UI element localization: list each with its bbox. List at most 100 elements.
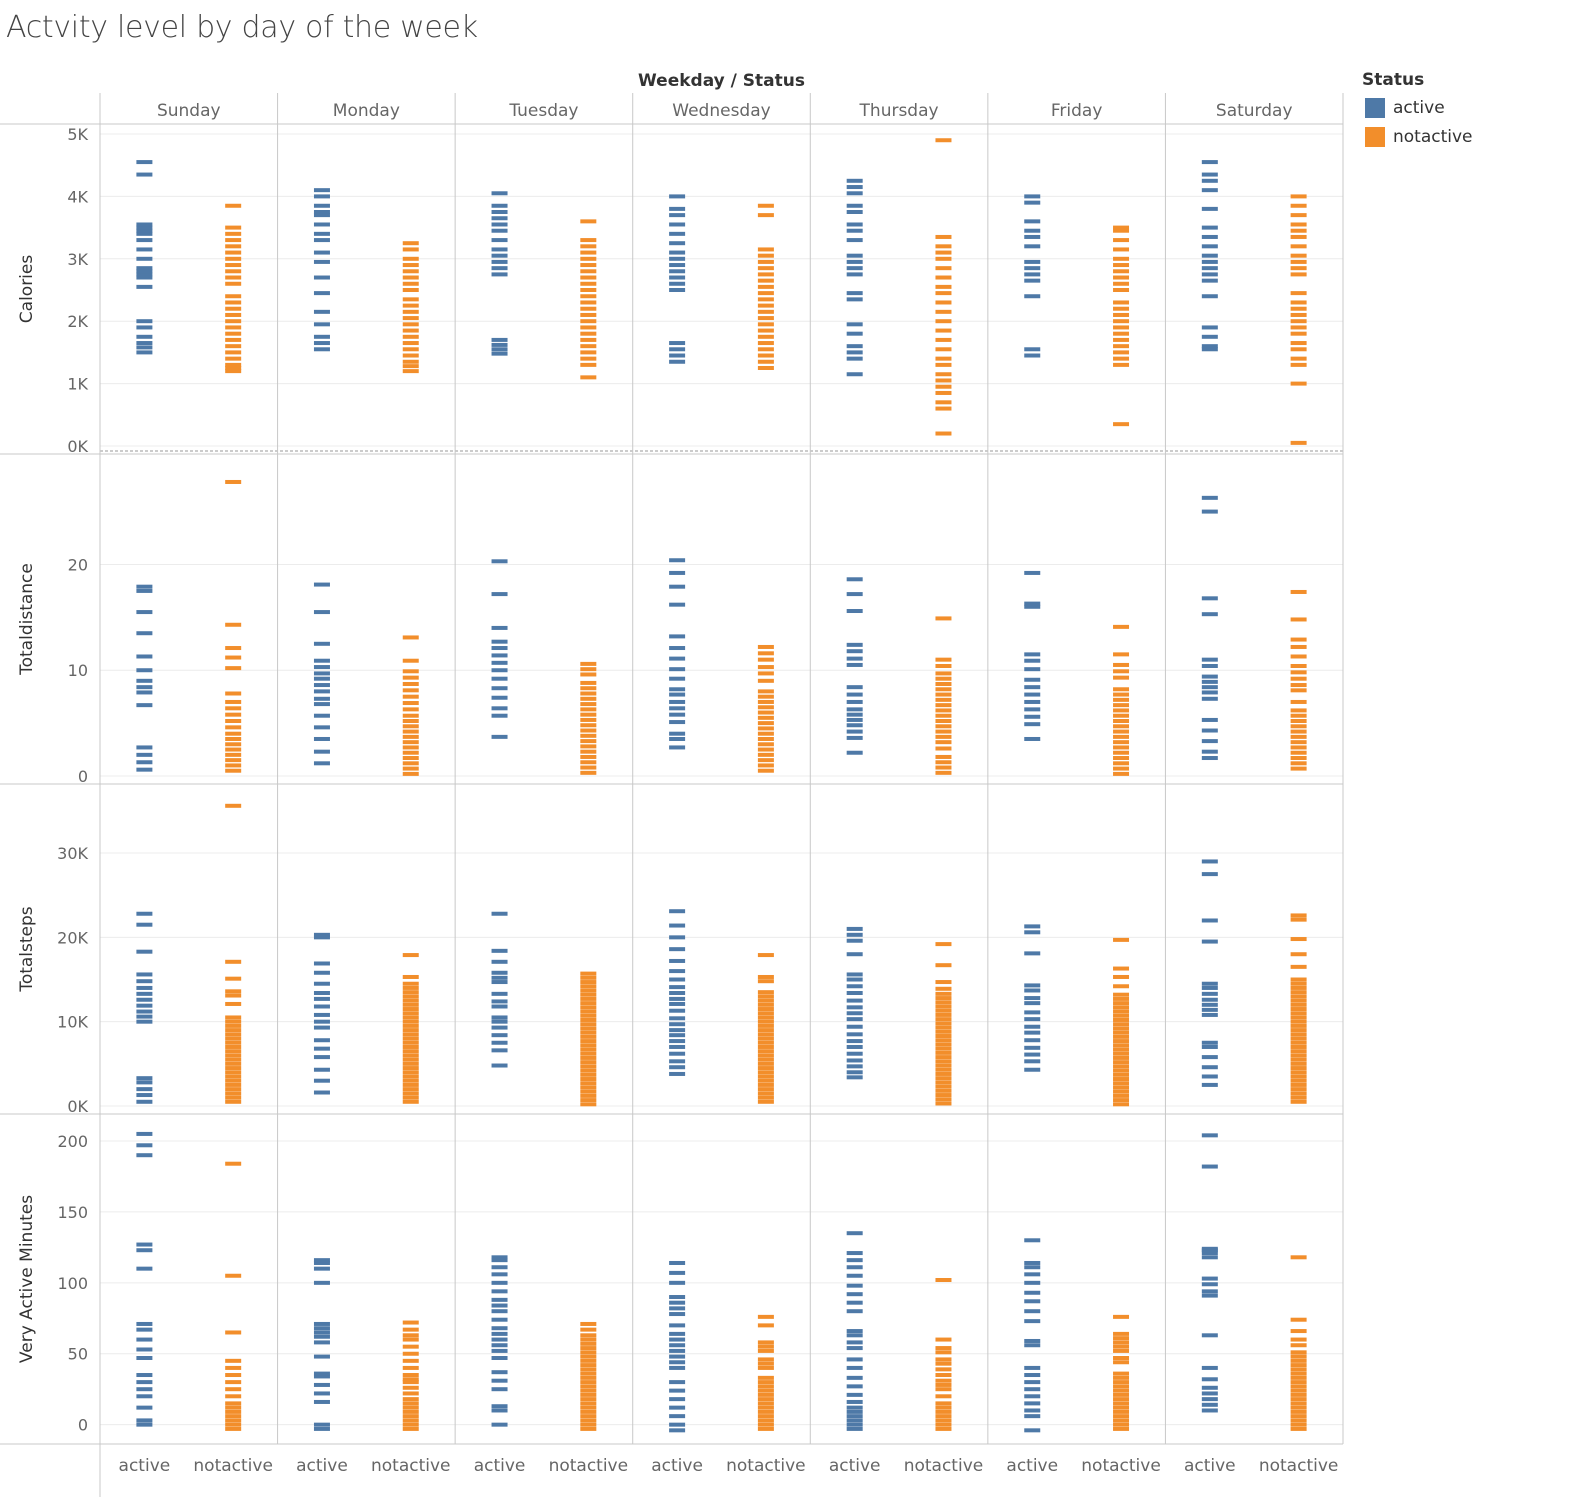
strip-mark (757, 347, 774, 352)
x-tick-label-active: active (1006, 1456, 1058, 1476)
strip-mark (580, 281, 597, 286)
strip-mark (757, 266, 774, 271)
strip-mark (669, 1348, 686, 1353)
strip-mark (1024, 1238, 1041, 1243)
strip-mark (846, 998, 863, 1003)
strip-mark (669, 706, 686, 711)
strip-mark (1290, 913, 1307, 918)
strip-mark (935, 362, 952, 367)
strip-mark (402, 1095, 419, 1100)
strip-mark (757, 291, 774, 296)
strip-mark (669, 1337, 686, 1342)
strip-mark (846, 926, 863, 931)
strip-mark (580, 691, 597, 696)
strip-mark (491, 1309, 508, 1314)
strip-mark (136, 1380, 153, 1385)
strip-mark (136, 1014, 153, 1019)
strip-mark (225, 1394, 242, 1399)
strip-mark (225, 1091, 242, 1096)
strip-mark (491, 646, 508, 651)
strip-mark (935, 765, 952, 770)
strip-mark (225, 1040, 242, 1045)
strip-mark (580, 1321, 597, 1326)
strip-mark (136, 325, 153, 330)
strip-mark (757, 715, 774, 720)
strip-mark (1113, 1077, 1130, 1082)
strip-mark (935, 754, 952, 759)
strip-mark (669, 1360, 686, 1365)
strip-mark (136, 979, 153, 984)
strip-mark (580, 1022, 597, 1027)
strip-mark (757, 1036, 774, 1041)
strip-mark (225, 1095, 242, 1100)
legend-item-active[interactable]: active (1365, 96, 1445, 120)
strip-mark (1290, 1049, 1307, 1054)
strip-mark (757, 278, 774, 283)
strip-mark (1201, 1282, 1218, 1287)
y-tick-label: 1K (67, 375, 88, 394)
strip-mark (757, 742, 774, 747)
strip-mark (1113, 692, 1130, 697)
strip-mark (1290, 740, 1307, 745)
strip-mark (580, 1077, 597, 1082)
strip-mark (402, 719, 419, 724)
strip-mark (935, 1067, 952, 1072)
strip-mark (491, 1019, 508, 1024)
strip-mark (935, 384, 952, 389)
strip-mark (1201, 749, 1218, 754)
strip-mark (580, 712, 597, 717)
strip-mark (1113, 319, 1130, 324)
strip-mark (225, 1036, 242, 1041)
strip-mark (1290, 1015, 1307, 1020)
strip-mark (669, 1300, 686, 1305)
strip-mark (402, 1337, 419, 1342)
strip-mark (669, 1033, 686, 1038)
strip-mark (1201, 1040, 1218, 1045)
strip-mark (669, 584, 686, 589)
strip-mark (491, 1063, 508, 1068)
strip-mark (580, 1060, 597, 1065)
strip-mark (491, 253, 508, 258)
strip-mark (669, 1380, 686, 1385)
strip-mark (136, 1143, 153, 1148)
strip-mark (935, 1080, 952, 1085)
strip-mark (402, 1351, 419, 1356)
strip-mark (402, 1049, 419, 1054)
strip-mark (136, 760, 153, 765)
strip-mark (1201, 172, 1218, 177)
strip-mark (669, 996, 686, 1001)
strip-mark (136, 584, 153, 589)
strip-mark (402, 1409, 419, 1414)
strip-mark (225, 231, 242, 236)
strip-mark (580, 770, 597, 775)
strip-mark (402, 1401, 419, 1406)
strip-mark (491, 1343, 508, 1348)
strip-mark (1290, 1350, 1307, 1355)
strip-mark (136, 588, 153, 593)
strip-mark (1113, 1047, 1130, 1052)
legend-item-notactive[interactable]: notactive (1365, 125, 1473, 149)
strip-mark (313, 1258, 330, 1263)
strip-mark (580, 362, 597, 367)
strip-mark (402, 675, 419, 680)
strip-mark (935, 1008, 952, 1013)
strip-mark (1290, 1329, 1307, 1334)
strip-mark (935, 244, 952, 249)
strip-mark (580, 256, 597, 261)
strip-mark (1290, 1422, 1307, 1427)
strip-mark (580, 344, 597, 349)
strip-mark (580, 1026, 597, 1031)
strip-mark (1113, 288, 1130, 292)
strip-mark (580, 1081, 597, 1086)
strip-mark (757, 1365, 774, 1370)
strip-mark (757, 1409, 774, 1414)
strip-mark (580, 219, 597, 224)
strip-mark (846, 185, 863, 190)
strip-mark (1201, 690, 1218, 695)
strip-mark (225, 263, 242, 268)
strip-mark (136, 949, 153, 954)
strip-mark (313, 736, 330, 741)
strip-mark (757, 1091, 774, 1096)
strip-mark (757, 213, 774, 218)
strip-mark (580, 1358, 597, 1363)
